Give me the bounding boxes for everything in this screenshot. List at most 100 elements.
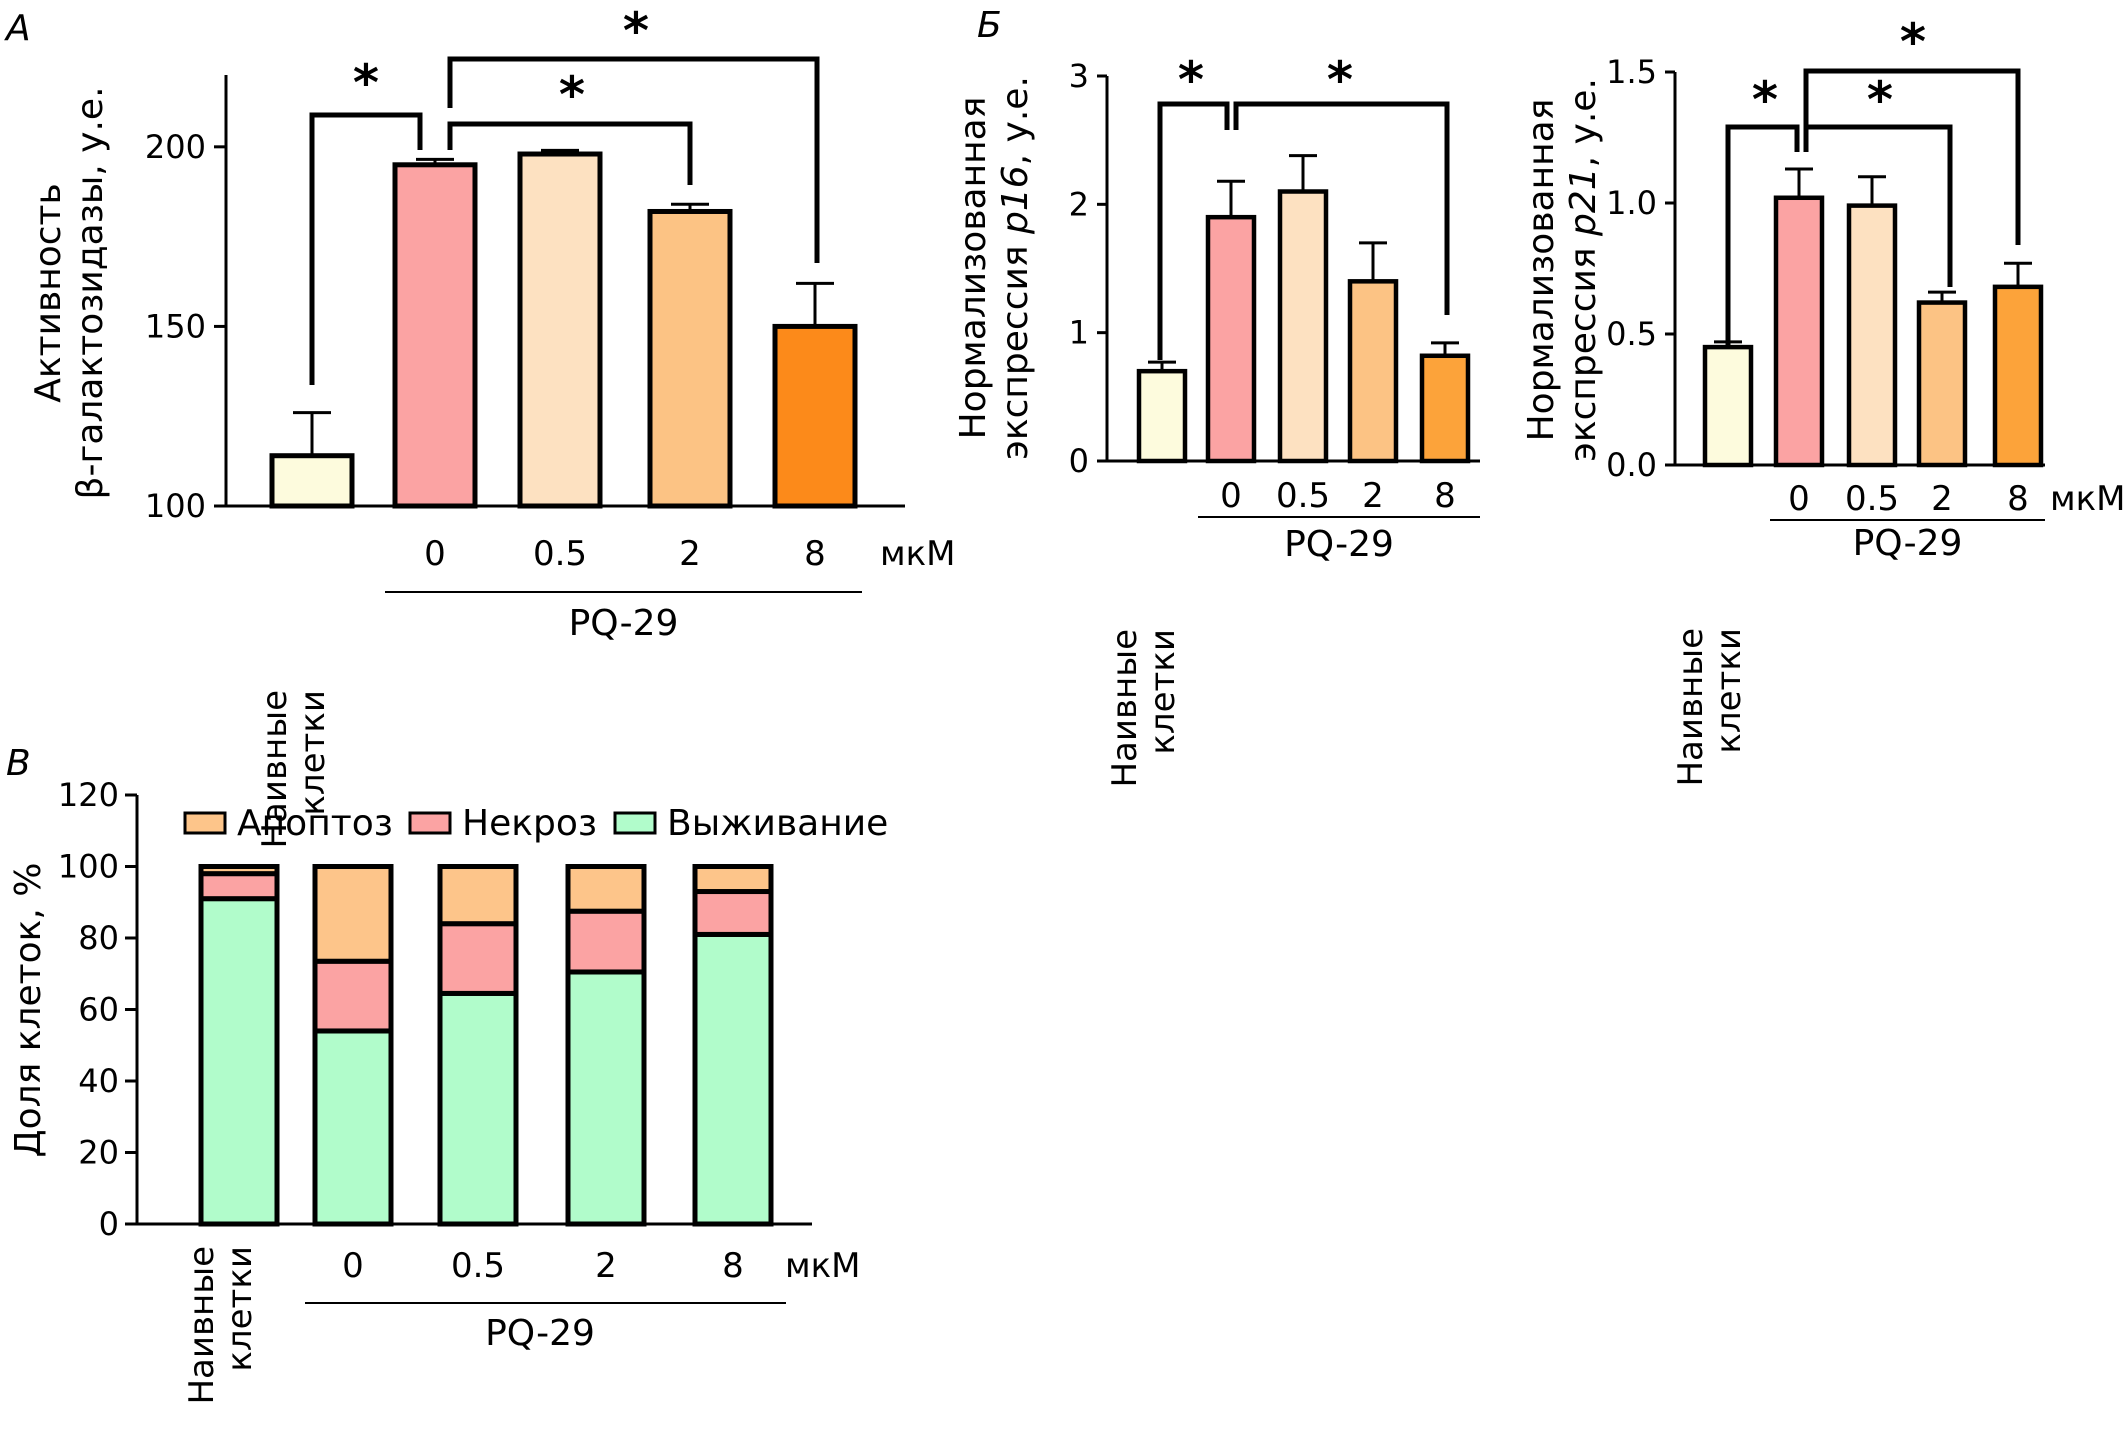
- bar: [269, 453, 355, 509]
- unit-label: мкМ: [785, 1246, 861, 1286]
- stacked-segment: [437, 864, 519, 927]
- stacked-segment: [312, 958, 394, 1034]
- y-tick-label: 200: [145, 128, 206, 166]
- category-label: Наивныеклетки: [1671, 628, 1749, 787]
- legend-label: Некроз: [462, 803, 597, 844]
- category-label: 2: [1362, 476, 1384, 516]
- panel-label: Б: [977, 5, 1002, 46]
- y-tick-label: 0.0: [1606, 446, 1657, 484]
- significance-bracket: [447, 56, 820, 263]
- category-label: Наивныеклетки: [255, 690, 333, 849]
- stacked-segment: [692, 931, 774, 1227]
- significance-bracket: [1157, 101, 1230, 360]
- category-label: Наивныеклетки: [1105, 629, 1183, 788]
- bar: [1992, 284, 2044, 468]
- panel-1: 0 1 2 3 Наивныеклетки 0 0.5 2 8 PQ-29 Нормализован…: [953, 5, 1480, 788]
- unit-label: мкМ: [880, 534, 956, 574]
- significance-star: *: [1867, 71, 1893, 129]
- bar: [1205, 214, 1257, 464]
- category-label: 0.5: [451, 1246, 505, 1286]
- category-label: 0: [424, 534, 446, 574]
- significance-star: *: [1178, 51, 1204, 109]
- y-tick-label: 40: [78, 1062, 119, 1100]
- category-label: 0: [1788, 479, 1810, 519]
- significance-star: *: [1327, 51, 1353, 109]
- group-label: PQ-29: [1853, 523, 1963, 564]
- y-tick-label: 1: [1069, 314, 1089, 352]
- category-label: 2: [1931, 479, 1953, 519]
- stacked-segment: [565, 908, 647, 975]
- stacked-segment: [565, 969, 647, 1227]
- significance-bracket: [1233, 101, 1450, 315]
- legend-swatch: [408, 811, 452, 835]
- legend: Апоптоз Некроз Выживание: [183, 803, 888, 844]
- significance-bracket: [447, 121, 693, 185]
- bar: [1419, 353, 1471, 464]
- category-label: 0: [342, 1246, 364, 1286]
- y-tick-label: 0: [1069, 442, 1089, 480]
- group-label: PQ-29: [1284, 524, 1394, 565]
- bar: [1916, 300, 1968, 468]
- category-label: 8: [2007, 479, 2029, 519]
- panel-2: 0.0 0.5 1.0 1.5 Наивныеклетки 0 0.5 2 8 PQ-29 мкМ Н…: [1521, 13, 2126, 787]
- bar: [1136, 368, 1188, 464]
- significance-bracket: [1803, 124, 1953, 287]
- panel-label: А: [4, 8, 31, 49]
- category-label: 0: [1220, 476, 1242, 516]
- category-label: 8: [1434, 476, 1456, 516]
- category-label: 8: [722, 1246, 744, 1286]
- panel-label: В: [6, 743, 31, 784]
- y-tick-label: 2: [1069, 185, 1089, 223]
- stacked-segment: [312, 1028, 394, 1227]
- y-tick-label: 1.5: [1606, 53, 1657, 91]
- bar: [1702, 344, 1754, 468]
- significance-bracket: [309, 112, 423, 385]
- legend-label: Выживание: [667, 803, 888, 844]
- significance-star: *: [623, 2, 649, 60]
- category-label: 8: [804, 534, 826, 574]
- significance-star: *: [353, 54, 379, 112]
- y-axis-label: Нормализованнаяэкспрессия p21, у.е.: [1521, 78, 1604, 462]
- category-label: 0.5: [1276, 476, 1330, 516]
- bar: [392, 162, 478, 509]
- y-axis-label: Активностьβ-галактозидазы, у.е.: [28, 86, 111, 499]
- stacked-segment: [198, 864, 280, 877]
- y-tick-label: 20: [78, 1134, 119, 1172]
- stacked-segment: [437, 921, 519, 996]
- category-label: 2: [679, 534, 701, 574]
- category-label: Наивныеклетки: [182, 1246, 260, 1405]
- bar: [1846, 203, 1898, 468]
- y-tick-label: 1.0: [1606, 184, 1657, 222]
- y-tick-label: 120: [58, 776, 119, 814]
- stacked-segment: [565, 864, 647, 914]
- panel-0: 100 150 200 Наивныеклетки 0 0.5 2 8 PQ-29 мкМ Акти…: [4, 2, 956, 849]
- bar: [1277, 189, 1329, 464]
- significance-bracket: [1725, 124, 1800, 345]
- group-label: PQ-29: [569, 603, 679, 644]
- category-label: 0.5: [1845, 479, 1899, 519]
- y-tick-label: 100: [58, 848, 119, 886]
- stacked-segment: [312, 864, 394, 964]
- legend-label: Апоптоз: [237, 803, 393, 844]
- panel-3: 0 20 40 60 80 100 120 Наивныеклетки 0 0.5 2 8 PQ-29 м…: [6, 743, 888, 1405]
- legend-swatch: [613, 811, 657, 835]
- bar: [1347, 279, 1399, 464]
- stacked-segment: [692, 889, 774, 937]
- bar: [517, 151, 603, 509]
- category-label: 2: [595, 1246, 617, 1286]
- category-label: 0.5: [533, 534, 587, 574]
- y-axis-label: Доля клеток, %: [8, 863, 49, 1158]
- y-tick-label: 0.5: [1606, 315, 1657, 353]
- stacked-segment: [198, 871, 280, 902]
- group-label: PQ-29: [485, 1313, 595, 1354]
- y-axis-label: Нормализованнаяэкспрессия p16, у.е.: [953, 76, 1036, 460]
- significance-star: *: [1752, 71, 1778, 129]
- bar: [647, 208, 733, 509]
- y-tick-label: 60: [78, 991, 119, 1029]
- y-tick-label: 0: [99, 1205, 119, 1243]
- bar: [772, 323, 858, 509]
- legend-swatch: [183, 811, 227, 835]
- significance-star: *: [559, 66, 585, 124]
- y-tick-label: 100: [145, 487, 206, 525]
